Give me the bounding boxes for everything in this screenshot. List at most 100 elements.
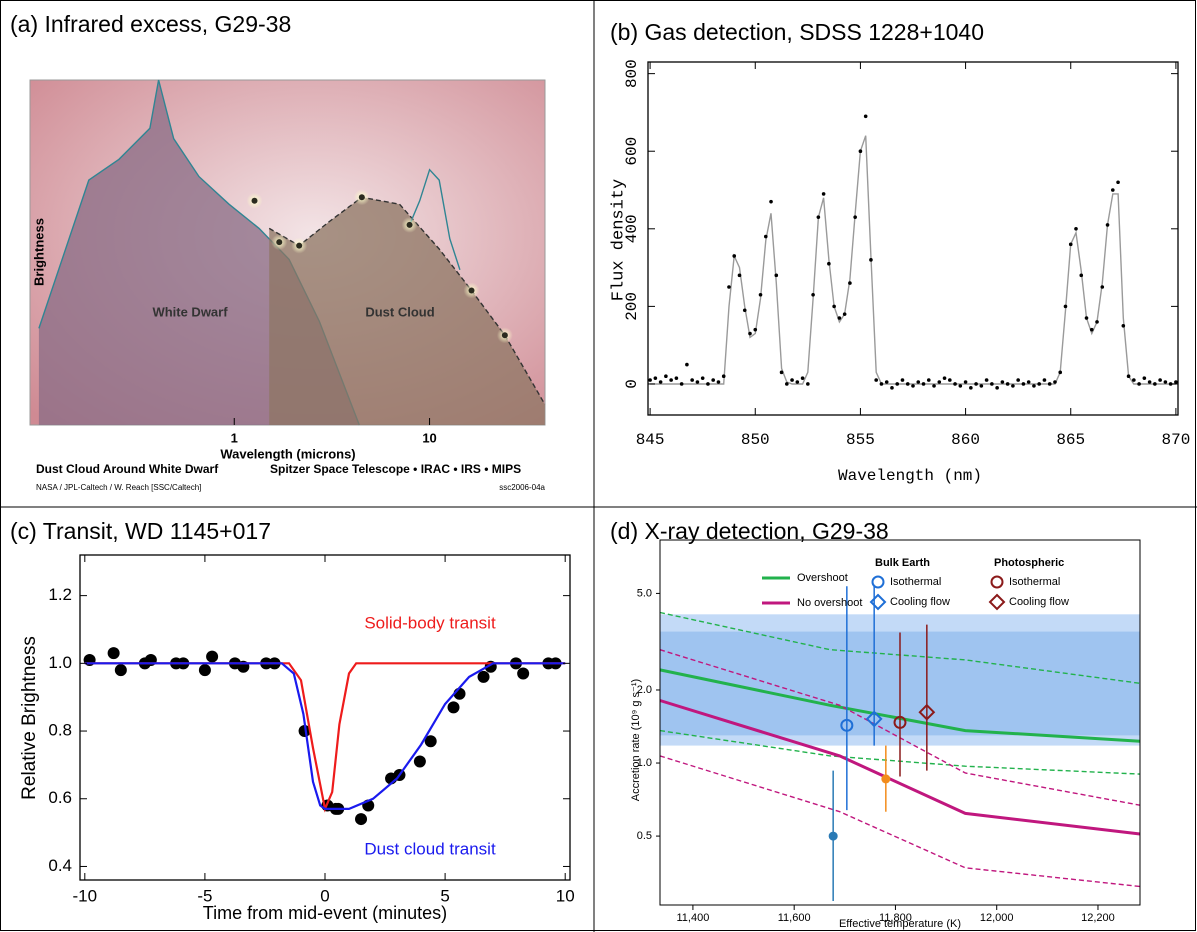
- point: [107, 647, 120, 660]
- point: [974, 382, 978, 386]
- point: [869, 258, 873, 262]
- x-tick-label: -10: [73, 886, 98, 905]
- point: [911, 384, 915, 388]
- point: [1042, 378, 1047, 382]
- point: [1174, 380, 1178, 384]
- point: [1021, 382, 1026, 386]
- y-tick-label: 1.0: [637, 757, 652, 769]
- point: [727, 285, 731, 289]
- point: [890, 386, 894, 390]
- x-tick-label: 11,600: [778, 912, 811, 924]
- panel-title: (a) Infrared excess, G29-38: [10, 11, 291, 37]
- point: [963, 380, 968, 384]
- point: [926, 378, 931, 382]
- x-tick-label: 11,400: [676, 912, 709, 924]
- series-line: [659, 729, 1141, 775]
- series-line: [408, 168, 461, 271]
- x-axis-label: Wavelength (microns): [220, 446, 355, 461]
- x-tick-label: 1: [231, 430, 238, 445]
- x-tick-label: 12,200: [1081, 912, 1115, 924]
- point: [1168, 382, 1173, 386]
- point: [827, 261, 831, 266]
- point: [905, 382, 910, 386]
- point: [664, 374, 668, 379]
- y-tick-label: 0.5: [637, 830, 652, 842]
- point: [658, 380, 663, 384]
- x-axis-label: Time from mid-event (minutes): [203, 903, 447, 923]
- point: [921, 382, 926, 386]
- point: [800, 376, 805, 380]
- y-tick-label: 400: [623, 214, 641, 243]
- point: [1037, 382, 1041, 386]
- x-tick-label: 12,000: [980, 912, 1014, 924]
- y-tick-label: 0.8: [48, 721, 72, 740]
- legend-marker: [871, 575, 885, 589]
- x-tick-label: 870: [1161, 431, 1190, 449]
- point: [1032, 384, 1036, 388]
- y-axis-label: Brightness: [31, 218, 46, 286]
- point: [881, 774, 891, 784]
- x-tick-label: -5: [197, 886, 212, 905]
- point: [1053, 380, 1057, 384]
- point: [477, 670, 490, 683]
- point: [413, 755, 426, 768]
- point: [948, 378, 952, 382]
- point: [816, 215, 821, 219]
- series-label: Solid-body transit: [364, 613, 496, 632]
- point: [753, 327, 758, 332]
- point: [114, 664, 127, 677]
- point: [1074, 227, 1078, 231]
- point: [840, 718, 854, 732]
- legend-label: Overshoot: [797, 572, 848, 584]
- x-tick-label: 855: [846, 431, 875, 449]
- point: [1147, 380, 1152, 384]
- x-tick-label: 865: [1056, 431, 1085, 449]
- y-tick-label: 200: [623, 292, 641, 321]
- point: [848, 281, 852, 285]
- series-line: [659, 649, 1141, 806]
- point: [648, 378, 652, 382]
- plot-frame: [659, 539, 1141, 906]
- point: [355, 813, 368, 826]
- point: [1089, 327, 1094, 332]
- point: [706, 382, 710, 386]
- point: [858, 149, 863, 154]
- point: [674, 376, 679, 380]
- point: [669, 378, 673, 382]
- point: [984, 378, 989, 382]
- series-line: [84, 662, 566, 810]
- point: [679, 382, 684, 386]
- point: [748, 331, 752, 336]
- y-axis-label: Relative Brightness: [19, 636, 40, 800]
- series-label: Dust cloud transit: [364, 839, 496, 858]
- point: [821, 192, 826, 196]
- point: [1132, 378, 1136, 382]
- x-tick-label: 10: [422, 430, 436, 445]
- point: [1163, 380, 1168, 384]
- point: [916, 380, 921, 384]
- credit: NASA / JPL-Caltech / W. Reach [SSC/Calte…: [36, 483, 201, 492]
- point: [774, 273, 779, 278]
- point: [806, 382, 810, 386]
- point: [1126, 374, 1131, 379]
- x-tick-label: 850: [741, 431, 770, 449]
- point: [1058, 370, 1063, 375]
- point: [732, 254, 737, 258]
- legend-marker: [990, 575, 1004, 589]
- point: [721, 374, 726, 379]
- point: [1005, 382, 1010, 386]
- point: [1137, 382, 1141, 386]
- point: [900, 378, 905, 382]
- legend-label: Isothermal: [1009, 576, 1060, 588]
- y-tick-label: 5.0: [637, 587, 652, 599]
- y-tick-label: 1.2: [48, 585, 72, 604]
- point: [1142, 376, 1147, 380]
- y-tick-label: 0.6: [48, 788, 72, 807]
- point: [1116, 180, 1120, 185]
- legend-label: Isothermal: [890, 576, 941, 588]
- series-line: [659, 699, 1141, 836]
- point: [737, 273, 742, 278]
- point: [501, 332, 508, 339]
- point: [884, 380, 889, 384]
- point: [853, 215, 857, 219]
